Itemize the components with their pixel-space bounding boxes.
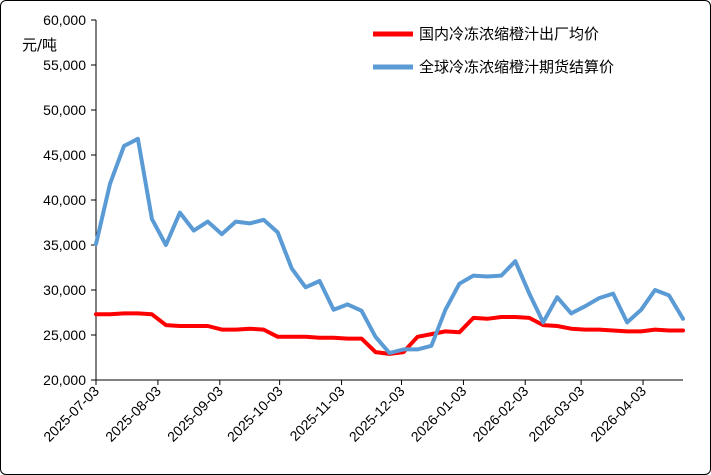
y-tick-label: 50,000 <box>43 102 86 118</box>
legend: 国内冷冻浓缩橙汁出厂均价 全球冷冻浓缩橙汁期货结算价 <box>373 25 614 76</box>
legend-label-domestic: 国内冷冻浓缩橙汁出厂均价 <box>419 25 599 43</box>
y-tick-label: 20,000 <box>43 372 86 388</box>
legend-label-futures: 全球冷冻浓缩橙汁期货结算价 <box>419 58 614 76</box>
y-tick-label: 35,000 <box>43 237 86 253</box>
x-tick-label: 2026-01-03 <box>408 383 470 445</box>
series-line-1 <box>94 136 685 355</box>
y-axis: 20,000 25,000 30,000 35,000 40,000 45,000 50,0… <box>43 12 97 388</box>
x-tick-label: 2025-10-03 <box>224 383 286 445</box>
x-axis: 2025-07-03 2025-08-03 2025-09-032025-10-03… <box>40 379 683 445</box>
x-tick-label: 2025-09-03 <box>164 383 226 445</box>
y-tick-label: 30,000 <box>43 282 86 298</box>
x-tick-label: 2025-07-03 <box>40 383 102 445</box>
y-tick-label: 60,000 <box>43 12 86 28</box>
y-tick-label: 45,000 <box>43 147 86 163</box>
x-tick-label: 2026-02-03 <box>469 383 531 445</box>
series-line-0 <box>94 311 685 356</box>
x-tick-label: 2026-04-03 <box>587 383 649 445</box>
y-tick-label: 25,000 <box>43 327 86 343</box>
y-tick-label: 55,000 <box>43 57 86 73</box>
y-axis-unit-label: 元/吨 <box>22 36 57 54</box>
y-tick-label: 40,000 <box>43 192 86 208</box>
x-tick-label: 2025-12-03 <box>346 383 408 445</box>
x-tick-label: 2025-08-03 <box>102 383 164 445</box>
series-layer <box>94 136 685 356</box>
x-tick-label: 2025-11-03 <box>286 383 347 444</box>
x-tick-label: 2026-03-03 <box>525 383 587 445</box>
